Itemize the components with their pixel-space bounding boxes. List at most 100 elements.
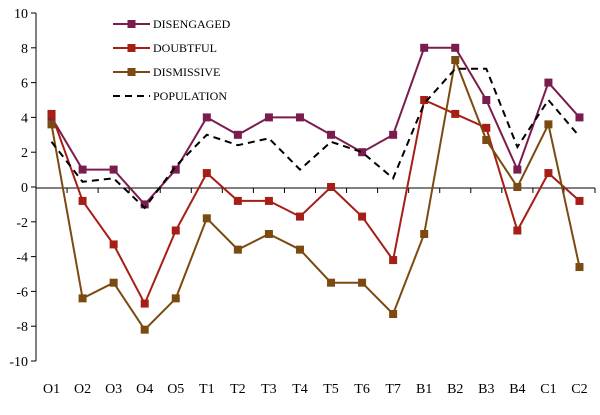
data-point-disengaged (327, 130, 336, 139)
data-point-disengaged (109, 165, 118, 174)
data-point-doubtful (575, 196, 584, 205)
data-point-doubtful (389, 256, 398, 265)
data-point-disengaged (544, 78, 553, 87)
y-tick-label: -6 (16, 285, 28, 300)
x-tick-label: B3 (478, 382, 494, 397)
data-point-disengaged (358, 148, 367, 157)
legend-item-disengaged: DISENGAGED (113, 17, 231, 31)
data-point-disengaged (575, 113, 584, 122)
series-line-population (50, 67, 581, 210)
data-point-dismissive (140, 325, 149, 334)
data-point-disengaged (233, 130, 242, 139)
legend-item-population: POPULATION (113, 89, 227, 103)
y-tick-label: -4 (16, 251, 28, 266)
y-tick-label: -8 (16, 320, 28, 335)
series-line-disengaged (50, 46, 581, 206)
data-point-doubtful (78, 196, 87, 205)
series-doubtful (47, 96, 584, 308)
data-point-dismissive (482, 136, 491, 145)
data-point-dismissive (513, 183, 522, 191)
series-dismissive (47, 55, 584, 334)
x-tick-label: C1 (540, 382, 556, 397)
series-line-dismissive (50, 56, 581, 332)
y-axis-ticks: -10 -8 -6 -4 -2 0 2 4 6 8 10 (9, 7, 36, 370)
y-tick-label: -10 (9, 355, 28, 370)
legend-label: DOUBTFUL (153, 41, 217, 55)
data-point-disengaged (295, 113, 304, 122)
x-tick-label: B2 (447, 382, 463, 397)
data-point-dismissive (389, 310, 398, 319)
y-tick-label: -2 (16, 216, 28, 231)
data-point-disengaged (513, 165, 522, 174)
x-tick-label: T7 (385, 382, 401, 397)
data-point-dismissive (544, 120, 553, 129)
x-tick-label: B4 (509, 382, 525, 397)
x-axis-ticks: O1 O2 O3 O4 O5 T1 T2 T3 T4 T5 T6 T7 B1 B2 B3 B4 C1 C2 (35, 188, 596, 397)
data-point-dismissive (575, 263, 584, 272)
legend-label: POPULATION (153, 89, 227, 103)
x-tick-label: T1 (199, 382, 215, 397)
data-point-doubtful (264, 196, 273, 205)
data-point-doubtful (544, 169, 553, 178)
series-line-doubtful (50, 98, 581, 306)
x-tick-label: C2 (571, 382, 587, 397)
data-point-doubtful (482, 123, 491, 132)
x-tick-label: T4 (292, 382, 308, 397)
x-tick-label: O3 (105, 382, 122, 397)
x-tick-label: T2 (230, 382, 246, 397)
data-point-dismissive (171, 294, 180, 303)
data-point-doubtful (233, 196, 242, 205)
data-point-doubtful (451, 109, 460, 118)
x-tick-label: T3 (261, 382, 277, 397)
x-tick-label: T5 (323, 382, 339, 397)
series-population (50, 67, 581, 210)
data-point-dismissive (47, 120, 56, 129)
x-tick-label: O5 (167, 382, 184, 397)
legend-item-doubtful: DOUBTFUL (113, 41, 217, 55)
data-point-dismissive (420, 229, 429, 238)
legend-label: DISMISSIVE (153, 65, 220, 79)
data-point-dismissive (358, 278, 367, 287)
y-tick-label: 0 (21, 181, 28, 196)
data-point-dismissive (295, 245, 304, 254)
data-point-dismissive (327, 278, 336, 287)
data-point-disengaged (171, 165, 180, 174)
data-point-doubtful (171, 226, 180, 235)
data-point-disengaged (78, 165, 87, 174)
x-tick-label: O1 (43, 382, 60, 397)
x-tick-label: O2 (74, 382, 91, 397)
data-point-disengaged (264, 113, 273, 122)
data-point-dismissive (202, 214, 211, 223)
data-point-disengaged (140, 200, 149, 209)
data-point-dismissive (233, 245, 242, 254)
data-point-dismissive (109, 278, 118, 287)
legend-item-dismissive: DISMISSIVE (113, 65, 220, 79)
legend: DISENGAGED DOUBTFUL DISMISSIVE POPULATION (113, 17, 231, 103)
data-point-dismissive (451, 55, 460, 64)
data-point-dismissive (264, 229, 273, 238)
y-tick-label: 2 (21, 146, 28, 161)
legend-marker (127, 20, 136, 28)
y-tick-label: 6 (21, 77, 28, 92)
y-tick-label: 4 (21, 111, 28, 126)
data-point-doubtful (140, 299, 149, 308)
y-tick-label: 8 (21, 42, 28, 57)
data-point-doubtful (513, 226, 522, 235)
axes (35, 13, 595, 361)
x-tick-label: T6 (354, 382, 370, 397)
y-tick-label: 10 (14, 7, 28, 22)
legend-label: DISENGAGED (153, 17, 231, 31)
data-point-doubtful (47, 109, 56, 118)
data-point-disengaged (389, 130, 398, 139)
data-point-disengaged (202, 113, 211, 122)
data-point-dismissive (78, 294, 87, 303)
data-point-disengaged (451, 43, 460, 52)
series-layer (47, 43, 584, 334)
x-tick-label: O4 (136, 382, 153, 397)
x-tick-label: B1 (416, 382, 432, 397)
data-point-disengaged (482, 96, 491, 104)
data-point-doubtful (327, 183, 336, 191)
data-point-doubtful (202, 169, 211, 178)
legend-marker (127, 44, 136, 52)
